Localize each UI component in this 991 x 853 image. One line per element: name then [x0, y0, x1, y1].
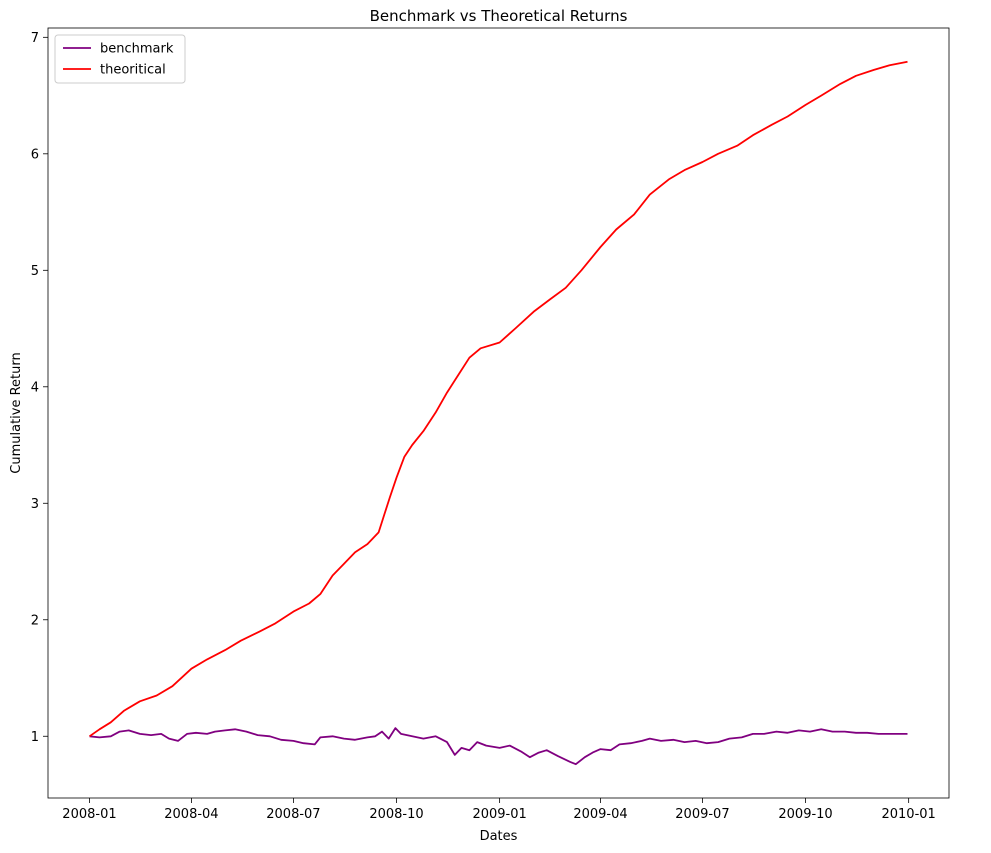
series-line-benchmark: [89, 727, 908, 766]
x-tick-label: 2009-01: [472, 807, 526, 822]
legend-label-benchmark: benchmark: [100, 42, 174, 57]
legend-box: [54, 34, 186, 84]
y-tick-label: 7: [31, 31, 39, 46]
plot-area: [47, 27, 950, 799]
y-tick-label: 2: [31, 613, 39, 628]
y-axis-label: Cumulative Return: [9, 352, 24, 473]
x-tick-label: 2009-07: [675, 807, 729, 822]
y-tick-label: 5: [31, 264, 39, 279]
x-tick-label: 2009-04: [573, 807, 627, 822]
x-tick-label: 2008-04: [164, 807, 218, 822]
y-tick-label: 1: [31, 730, 39, 745]
x-tick-label: 2008-10: [369, 807, 423, 822]
y-axis-ticks: 1 2 3 4 5 6 7: [31, 31, 48, 745]
chart-title: Benchmark vs Theoretical Returns: [370, 7, 628, 25]
series-layer: [88, 60, 908, 766]
legend-label-theoritical: theoritical: [100, 63, 166, 78]
series-line-theoritical: [88, 60, 908, 738]
x-axis-ticks: 2008-01 2008-04 2008-07 2008-10 2009-01 2009-…: [62, 798, 936, 822]
x-tick-label: 2008-01: [62, 807, 116, 822]
x-tick-label: 2008-07: [266, 807, 320, 822]
y-tick-label: 3: [31, 497, 39, 512]
legend: benchmark theoritical: [54, 34, 186, 84]
x-tick-label: 2009-10: [778, 807, 832, 822]
y-tick-label: 6: [31, 147, 39, 162]
y-tick-label: 4: [31, 380, 39, 395]
x-axis-label: Dates: [480, 829, 518, 844]
x-tick-label: 2010-01: [881, 807, 935, 822]
